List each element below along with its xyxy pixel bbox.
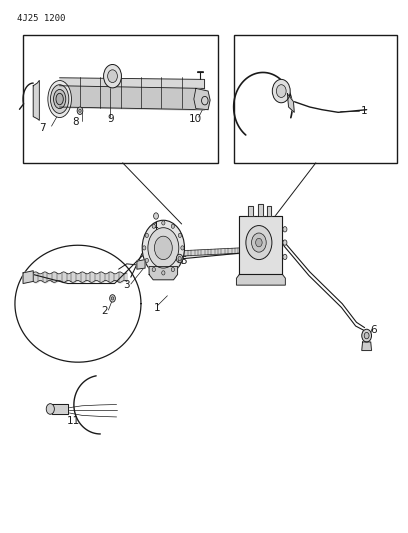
Circle shape (152, 268, 155, 272)
Polygon shape (194, 88, 210, 110)
Circle shape (77, 107, 83, 115)
Circle shape (153, 213, 158, 219)
Circle shape (162, 221, 165, 225)
Polygon shape (23, 271, 33, 284)
Polygon shape (266, 206, 271, 216)
Circle shape (152, 224, 155, 228)
Polygon shape (237, 274, 285, 285)
Polygon shape (33, 80, 39, 120)
Circle shape (162, 271, 165, 275)
Circle shape (202, 96, 208, 105)
Text: 4: 4 (152, 222, 159, 232)
Circle shape (364, 333, 369, 339)
Circle shape (283, 227, 287, 232)
Circle shape (276, 85, 286, 98)
Circle shape (178, 233, 182, 238)
Polygon shape (259, 204, 264, 216)
Circle shape (171, 268, 175, 272)
Circle shape (246, 225, 272, 260)
Text: 11: 11 (67, 416, 80, 426)
Circle shape (145, 259, 149, 263)
Text: 8: 8 (73, 117, 79, 127)
Text: 5: 5 (180, 256, 187, 266)
Circle shape (362, 329, 372, 342)
Polygon shape (149, 266, 177, 280)
Circle shape (178, 259, 182, 263)
Circle shape (178, 256, 181, 261)
Text: 9: 9 (107, 114, 114, 124)
Circle shape (110, 295, 115, 302)
Circle shape (108, 70, 118, 83)
Circle shape (181, 246, 184, 250)
Circle shape (143, 246, 146, 250)
Circle shape (46, 403, 54, 414)
Polygon shape (287, 94, 294, 112)
Circle shape (171, 224, 175, 228)
Text: 4J25 1200: 4J25 1200 (17, 14, 65, 23)
Text: 1: 1 (361, 106, 368, 116)
Circle shape (104, 64, 122, 88)
Circle shape (283, 254, 287, 260)
Circle shape (79, 109, 81, 112)
Circle shape (148, 228, 179, 268)
Ellipse shape (48, 80, 71, 118)
Circle shape (272, 79, 290, 103)
Text: 7: 7 (39, 123, 46, 133)
Polygon shape (362, 342, 372, 351)
Circle shape (252, 233, 266, 252)
Circle shape (145, 233, 149, 238)
Text: 6: 6 (370, 325, 377, 335)
Ellipse shape (53, 90, 66, 109)
Polygon shape (248, 206, 253, 216)
Polygon shape (239, 216, 282, 274)
Circle shape (283, 240, 287, 245)
Text: 1: 1 (154, 303, 161, 313)
Text: 3: 3 (124, 280, 130, 290)
Text: 10: 10 (188, 114, 202, 124)
Polygon shape (137, 260, 145, 269)
Circle shape (154, 236, 172, 260)
Circle shape (142, 220, 184, 276)
Circle shape (111, 297, 114, 300)
Text: 2: 2 (101, 306, 108, 316)
Ellipse shape (51, 85, 69, 114)
Ellipse shape (56, 93, 63, 105)
Polygon shape (52, 403, 68, 414)
Circle shape (176, 254, 183, 263)
Circle shape (256, 238, 262, 247)
